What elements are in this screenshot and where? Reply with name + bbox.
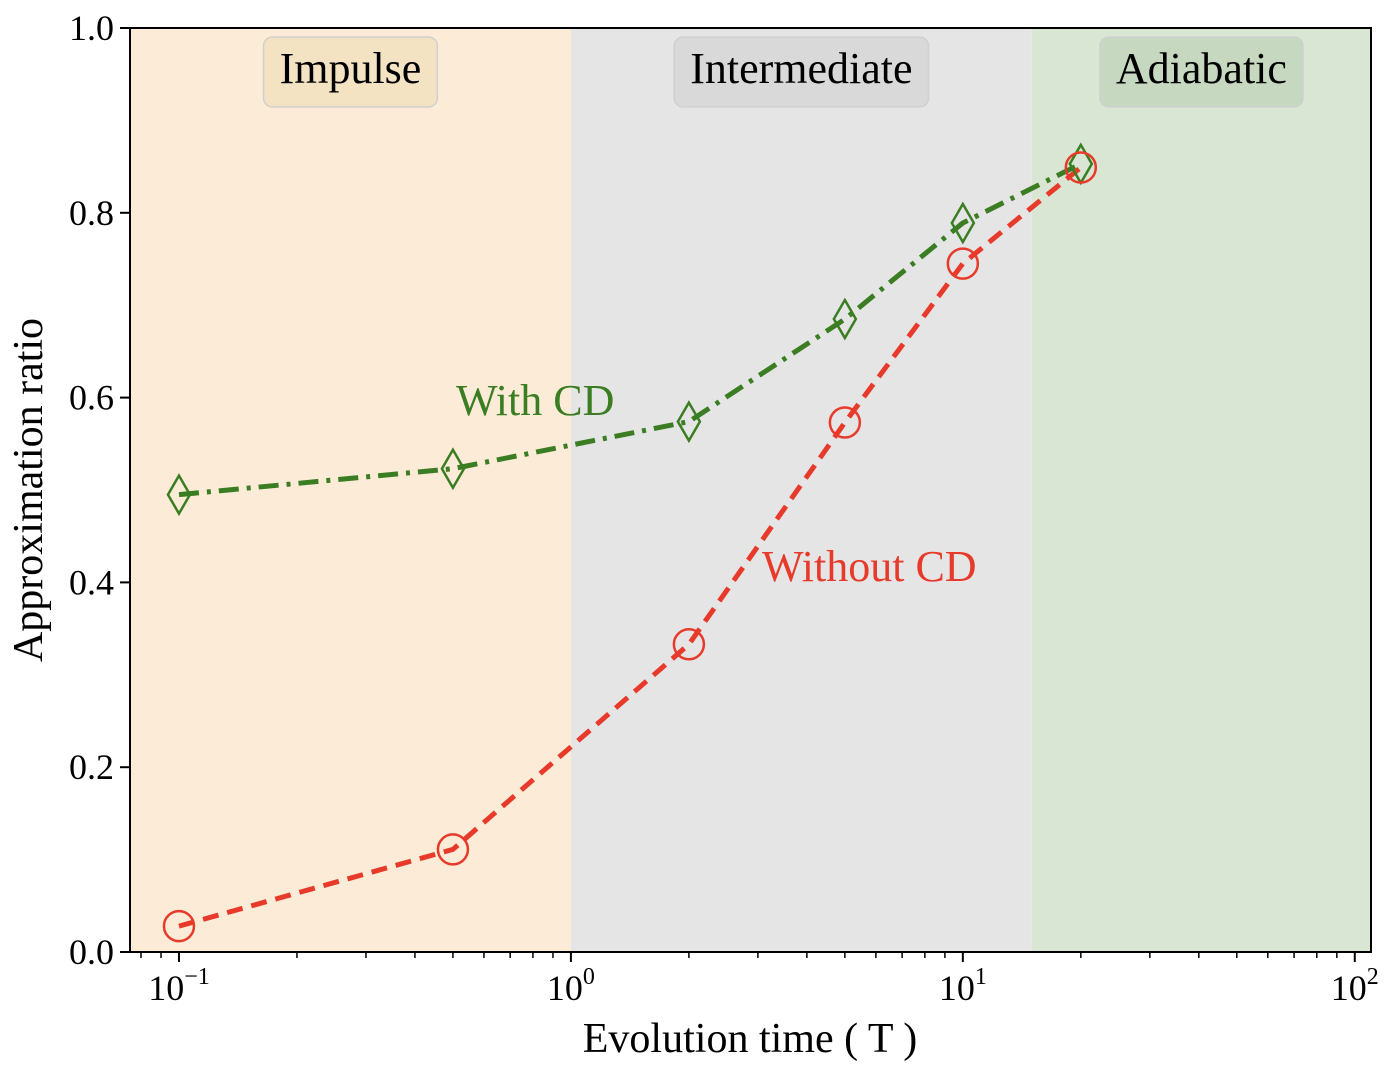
region-label-intermediate: Intermediate [690,44,912,93]
y-tick-label: 0.6 [69,378,114,418]
region-intermediate [570,28,1032,952]
background-regions [130,28,1371,952]
y-axis-title: Approximation ratio [6,318,52,662]
y-tick-label: 0.0 [69,932,114,972]
y-tick-label: 0.8 [69,193,114,233]
y-tick-label: 0.2 [69,747,114,787]
marker-without-cd [1064,151,1098,184]
x-tick-label-base: 10 [547,968,583,1008]
marker-with-cd [166,473,192,517]
series-lines [178,161,1083,929]
x-axis-title: Evolution time ( T ) [583,1016,917,1062]
marker-with-cd [676,400,702,444]
series-label-without-cd: Without CD [762,542,977,591]
x-tick-label: 102 [1331,964,1379,1008]
series-line-with-cd [178,161,1082,498]
x-tick-label-exponent: 2 [1367,964,1379,990]
region-impulse [130,28,571,952]
region-label-box-impulse [262,36,439,108]
x-tick-label-exponent: −1 [184,964,210,990]
y-tick-label: 0.4 [69,562,114,602]
marker-with-cd [440,447,466,491]
x-tick-label: 10−1 [148,964,210,1008]
x-tick-label-exponent: 0 [583,964,595,990]
x-tick-label-base: 10 [939,968,975,1008]
x-tick-label: 100 [547,964,595,1008]
series-markers [162,142,1098,943]
x-tick-label-base: 10 [1331,968,1367,1008]
region-adiabatic [1031,28,1371,952]
marker-with-cd [950,201,976,245]
region-label-box-adiabatic [1099,36,1304,108]
marker-without-cd [946,247,980,280]
marker-without-cd [672,628,706,661]
x-axis: 10−1 100 101 102 [140,952,1379,1008]
region-label-impulse: Impulse [280,44,422,93]
marker-with-cd [832,297,858,341]
series-line-without-cd [178,165,1083,929]
plot-frame [129,27,1372,953]
x-tick-label-base: 10 [148,968,184,1008]
region-labels: Impulse Intermediate Adiabatic [262,36,1304,108]
region-label-box-intermediate [673,36,930,108]
marker-without-cd [828,406,862,439]
x-tick-label-exponent: 1 [975,964,987,990]
y-axis: 0.0 0.2 0.4 0.6 0.8 1.0 [69,8,130,972]
marker-without-cd [162,909,196,943]
marker-without-cd [436,833,470,866]
y-tick-label: 1.0 [69,8,114,48]
region-label-adiabatic: Adiabatic [1116,44,1287,93]
series-label-with-cd: With CD [456,376,614,425]
x-tick-label: 101 [939,964,987,1008]
